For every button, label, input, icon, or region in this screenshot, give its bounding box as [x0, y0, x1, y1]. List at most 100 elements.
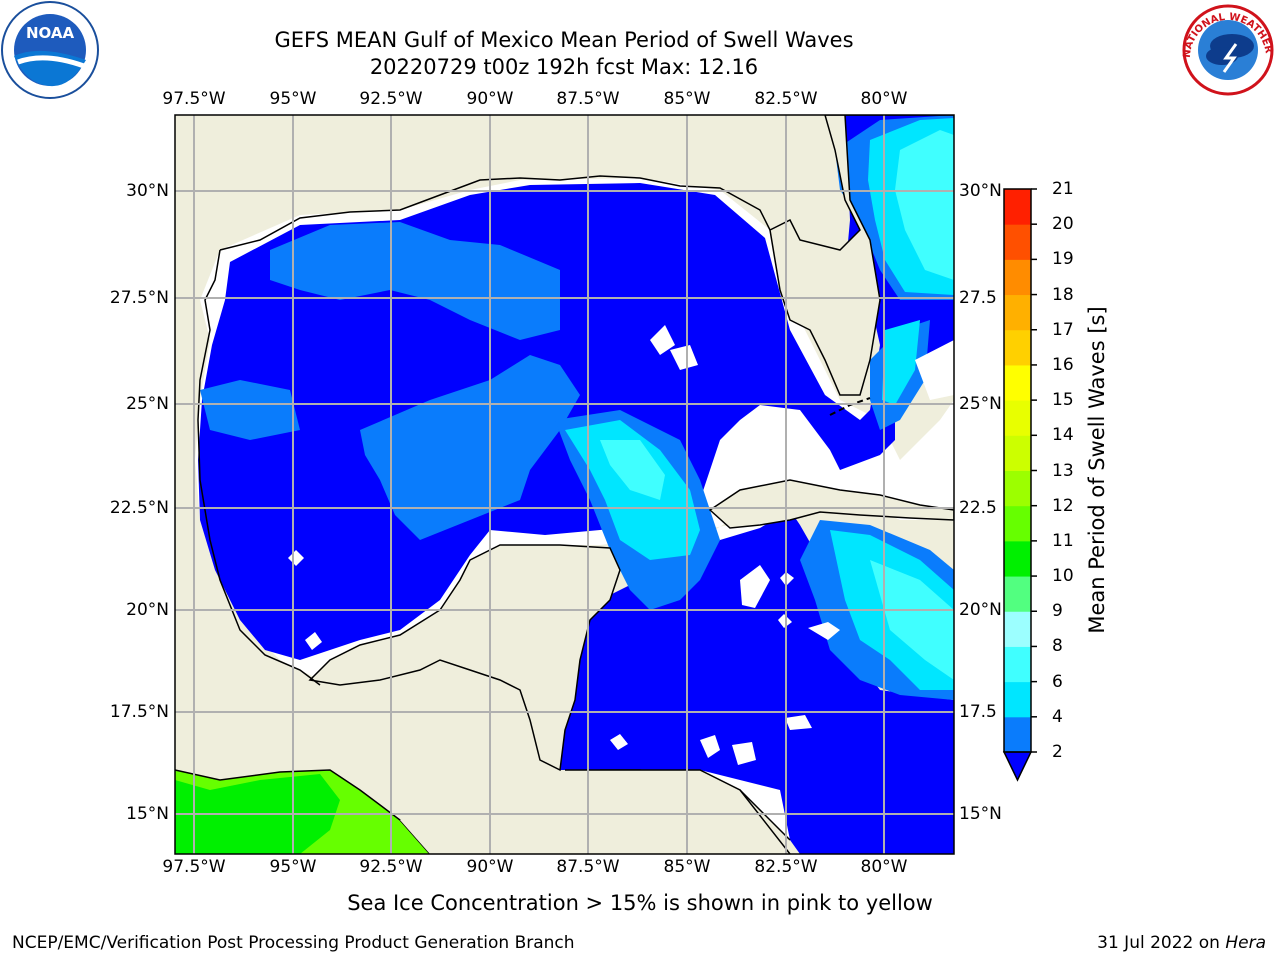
lon-label-bottom: 92.5°W: [359, 857, 423, 877]
colorbar-tick-label: 8: [1052, 636, 1063, 657]
colorbar-swatch: [1004, 294, 1031, 331]
lon-label-top: 95°W: [269, 89, 317, 109]
sea-ice-note: Sea Ice Concentration > 15% is shown in …: [347, 891, 933, 915]
map-subtitle: 20220729 t00z 192h fcst Max: 12.16: [369, 55, 759, 79]
lat-label-left: 22.5°N: [109, 498, 169, 518]
colorbar-tick-label: 13: [1052, 460, 1074, 481]
lat-label-right: 25°N: [959, 394, 1002, 414]
swell-region-6-8s-yucatan: [600, 440, 665, 500]
colorbar-swatch: [1004, 611, 1031, 647]
colorbar-tick-label: 11: [1052, 530, 1074, 551]
swell-region-4-6s-straits: [882, 320, 920, 405]
lat-label-left: 27.5°N: [109, 288, 169, 308]
colorbar-swatch: [1004, 505, 1031, 542]
colorbar-tick-label: 9: [1052, 601, 1063, 622]
colorbar-swatch: [1004, 470, 1031, 507]
coastline-us-gulf: [219, 175, 771, 251]
no-data-blob: [670, 345, 698, 370]
no-data-blob: [785, 715, 812, 730]
lon-label-bottom: 82.5°W: [754, 857, 818, 877]
lon-label-top: 97.5°W: [162, 89, 226, 109]
lon-label-top: 85°W: [663, 89, 711, 109]
no-data-blob: [740, 565, 770, 608]
footer-credit: NCEP/EMC/Verification Post Processing Pr…: [12, 933, 575, 953]
lon-label-bottom: 97.5°W: [162, 857, 226, 877]
lat-label-left: 25°N: [126, 394, 169, 414]
lat-label-right: 17.5: [959, 702, 997, 722]
no-data-blob: [915, 340, 954, 400]
colorbar-tick-label: 18: [1052, 284, 1074, 305]
lon-label-top: 80°W: [860, 89, 908, 109]
lat-label-left: 15°N: [126, 804, 169, 824]
no-data-blob: [610, 734, 628, 750]
colorbar: [1002, 188, 1037, 782]
no-data-blob: [305, 632, 322, 650]
colorbar-under-arrow: [1002, 751, 1033, 782]
lon-label-bottom: 95°W: [269, 857, 317, 877]
coastline-central-america: [565, 769, 791, 854]
lat-label-left: 30°N: [126, 181, 169, 201]
colorbar-tick-label: 2: [1052, 742, 1063, 762]
swell-region-2-4s-west: [200, 380, 300, 440]
lat-label-left: 20°N: [126, 600, 169, 620]
lon-label-bottom: 90°W: [466, 857, 514, 877]
no-data-blob: [732, 742, 756, 765]
colorbar-tick-label: 15: [1052, 390, 1074, 411]
lon-label-bottom: 87.5°W: [556, 857, 620, 877]
colorbar-swatch: [1004, 329, 1031, 366]
lat-label-right: 20°N: [959, 600, 1002, 620]
swell-region-6-8s-caribbean: [870, 560, 954, 680]
no-data-blob: [700, 735, 720, 758]
colorbar-tick-label: 14: [1052, 425, 1074, 446]
florida-land: [769, 115, 954, 396]
cuba-land: [708, 479, 954, 529]
map-frame: [174, 114, 955, 855]
colorbar-tick-label: 21: [1052, 179, 1074, 199]
colorbar-tick-label: 17: [1052, 319, 1074, 340]
colorbar-swatch: [1004, 224, 1031, 260]
footer-date-text: 31 Jul 2022 on: [1097, 933, 1226, 953]
noaa-logo-text: NOAA: [26, 24, 75, 42]
lon-label-bottom: 85°W: [663, 857, 711, 877]
lon-label-top: 82.5°W: [754, 89, 818, 109]
graticule: [175, 115, 954, 854]
colorbar-tick-label: 16: [1052, 354, 1074, 375]
colorbar-swatch: [1004, 716, 1031, 753]
noaa-logo: NOAA: [1, 1, 99, 99]
lat-label-left: 17.5°N: [109, 702, 169, 722]
colorbar-tick-label: 12: [1052, 495, 1074, 516]
colorbar-tick-label: 19: [1052, 249, 1074, 270]
swell-region-6-8s-atlantic: [895, 130, 954, 280]
colorbar-swatch: [1004, 259, 1031, 296]
lon-label-bottom: 80°W: [860, 857, 908, 877]
colorbar-tick-label: 6: [1052, 671, 1063, 692]
map-title: GEFS MEAN Gulf of Mexico Mean Period of …: [274, 28, 854, 52]
colorbar-swatch: [1004, 681, 1031, 718]
colorbar-swatch: [1004, 400, 1031, 436]
swell-region-2-4s-central: [360, 355, 580, 540]
lat-label-right: 22.5: [959, 498, 997, 518]
colorbar-swatch: [1004, 364, 1031, 401]
colorbar-tick-label: 4: [1052, 706, 1063, 727]
lat-label-right: 30°N: [959, 181, 1002, 201]
colorbar-tick-label: 20: [1052, 214, 1074, 235]
colorbar-swatch: [1004, 540, 1031, 577]
yucatan-land: [308, 544, 621, 772]
no-data-blob: [808, 622, 840, 640]
footer-machine: Hera: [1225, 933, 1266, 953]
footer-date: 31 Jul 2022 on Hera: [1097, 933, 1266, 953]
swell-region-2-4s-north: [270, 222, 560, 340]
lat-label-right: 15°N: [959, 804, 1002, 824]
colorbar-swatch: [1004, 576, 1031, 612]
colorbar-tick-label: 10: [1052, 566, 1074, 587]
colorbar-label: Mean Period of Swell Waves [s]: [1085, 306, 1109, 634]
no-data-blob: [650, 325, 675, 355]
colorbar-swatch: [1004, 189, 1031, 225]
map-area: [175, 115, 954, 854]
lon-label-top: 87.5°W: [556, 89, 620, 109]
lon-label-top: 90°W: [466, 89, 514, 109]
lon-label-top: 92.5°W: [359, 89, 423, 109]
colorbar-swatch: [1004, 435, 1031, 471]
coastline-mexico: [197, 249, 321, 686]
